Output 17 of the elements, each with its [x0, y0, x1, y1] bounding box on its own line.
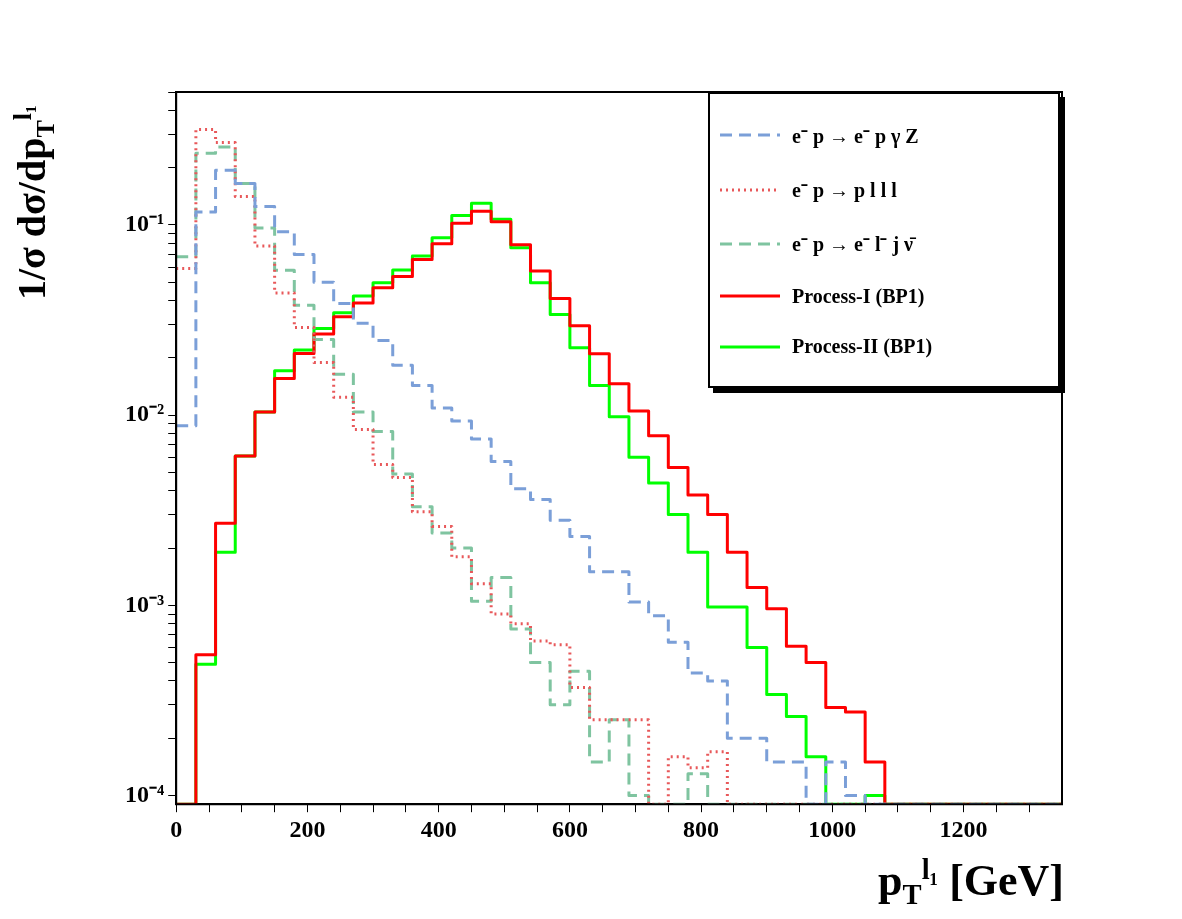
x-tick-label: 600: [551, 815, 588, 842]
y-tick-label: 10⁻¹: [124, 210, 165, 237]
legend-label: e⁻ p → e⁻ p γ Z: [792, 123, 919, 149]
legend-label: e⁻ p → e⁻ l⁻ j ν̄: [792, 232, 914, 258]
x-tick-label: 1000: [808, 815, 857, 842]
legend-label: Process-II (BP1): [792, 335, 933, 359]
x-tick-label: 1200: [939, 815, 988, 842]
x-tick-label: 800: [683, 815, 720, 842]
x-axis-title: p$_{T}$$^{l₁}$ [GeV]: [878, 853, 1064, 911]
legend-label: e⁻ p → p l l l: [792, 178, 897, 204]
y-tick-label: 10⁻³: [124, 590, 165, 617]
x-tick-label: 400: [420, 815, 457, 842]
y-tick-label: 10⁻⁴: [124, 780, 165, 807]
x-tick-label: 200: [289, 815, 326, 842]
legend-label: Process-I (BP1): [792, 284, 925, 308]
y-tick-label: 10⁻²: [124, 400, 165, 427]
x-tick-label: 0: [170, 815, 183, 842]
